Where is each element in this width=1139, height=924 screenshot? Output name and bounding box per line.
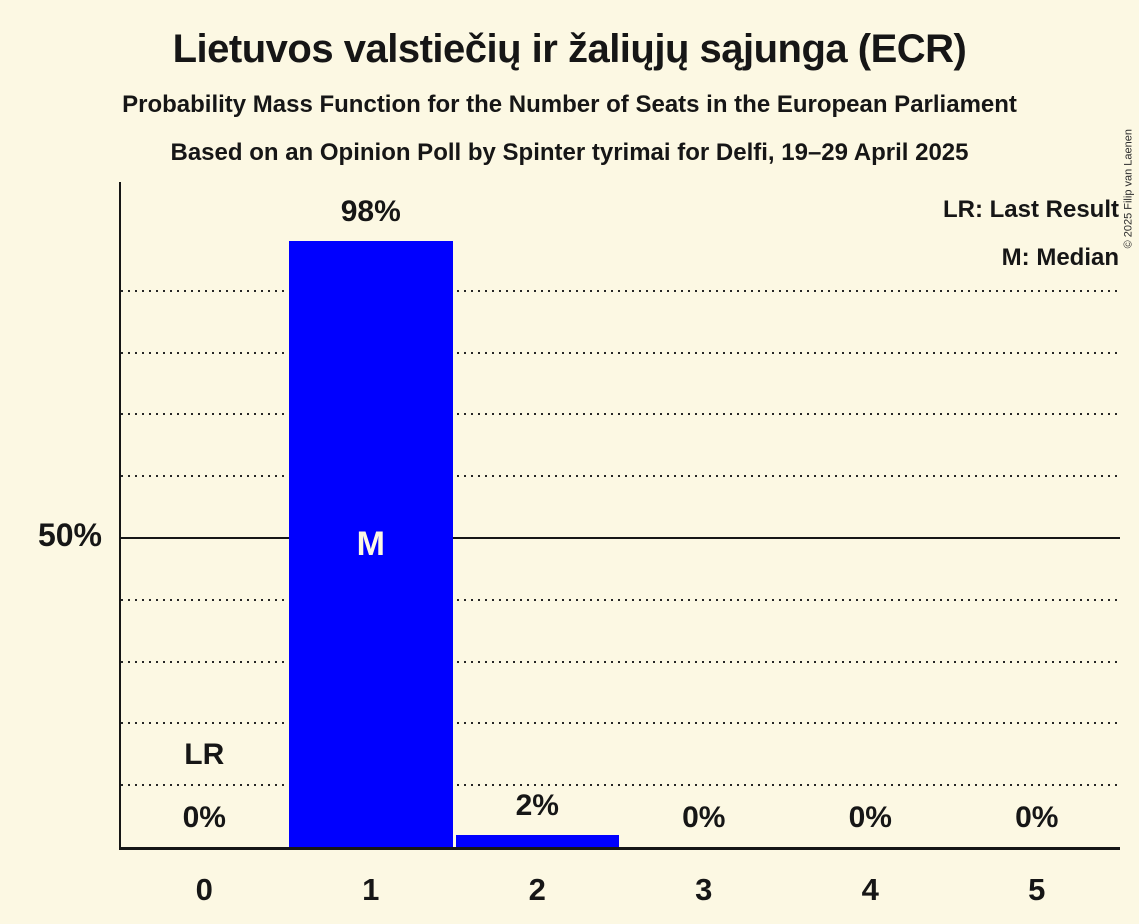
x-axis-tick-label-2: 2 <box>528 872 546 907</box>
last-result-label: LR <box>184 738 225 771</box>
bar-value-label-seats-3: 0% <box>682 801 726 834</box>
x-axis-tick-label-3: 3 <box>695 872 713 907</box>
legend: LR: Last Result M: Median <box>943 186 1119 282</box>
plot-area: 50% 0% 0 98% 1 2% 2 0% 3 0% 4 0% 5 LR M <box>38 182 1120 907</box>
chart-source-line: Based on an Opinion Poll by Spinter tyri… <box>170 139 969 166</box>
y-axis-tick-label: 50% <box>37 517 102 553</box>
chart-title: Lietuvos valstiečių ir žaliųjų sąjunga (… <box>172 27 967 71</box>
bar-seats-1 <box>289 241 453 847</box>
gridline-80pct <box>121 351 1120 354</box>
median-label: M <box>356 525 385 563</box>
bar-value-label-seats-4: 0% <box>848 801 892 834</box>
gridline-90pct <box>121 289 1120 292</box>
x-axis-tick-label-4: 4 <box>861 872 879 907</box>
chart-subtitle: Probability Mass Function for the Number… <box>122 91 1017 118</box>
gridline-60pct <box>121 475 1120 478</box>
gridline-20pct <box>121 722 1120 725</box>
bar-value-label-seats-0: 0% <box>182 801 226 834</box>
legend-median-label: M: Median <box>1001 244 1119 271</box>
gridline-40pct <box>121 598 1120 601</box>
bar-seats-2 <box>455 834 619 847</box>
fifty-percent-line <box>121 537 1120 539</box>
gridline-30pct <box>121 660 1120 663</box>
x-axis-tick-label-1: 1 <box>362 872 380 907</box>
bar-value-label-seats-5: 0% <box>1015 801 1059 834</box>
legend-last-result-label: LR: Last Result <box>942 196 1119 223</box>
gridline-10pct <box>121 784 1120 787</box>
bar-value-label-seats-2: 2% <box>515 788 559 822</box>
x-axis-tick-label-5: 5 <box>1028 872 1046 907</box>
gridline-70pct <box>121 413 1120 416</box>
x-axis-tick-label-0: 0 <box>195 872 213 907</box>
bar-value-label-seats-1: 98% <box>340 195 401 229</box>
